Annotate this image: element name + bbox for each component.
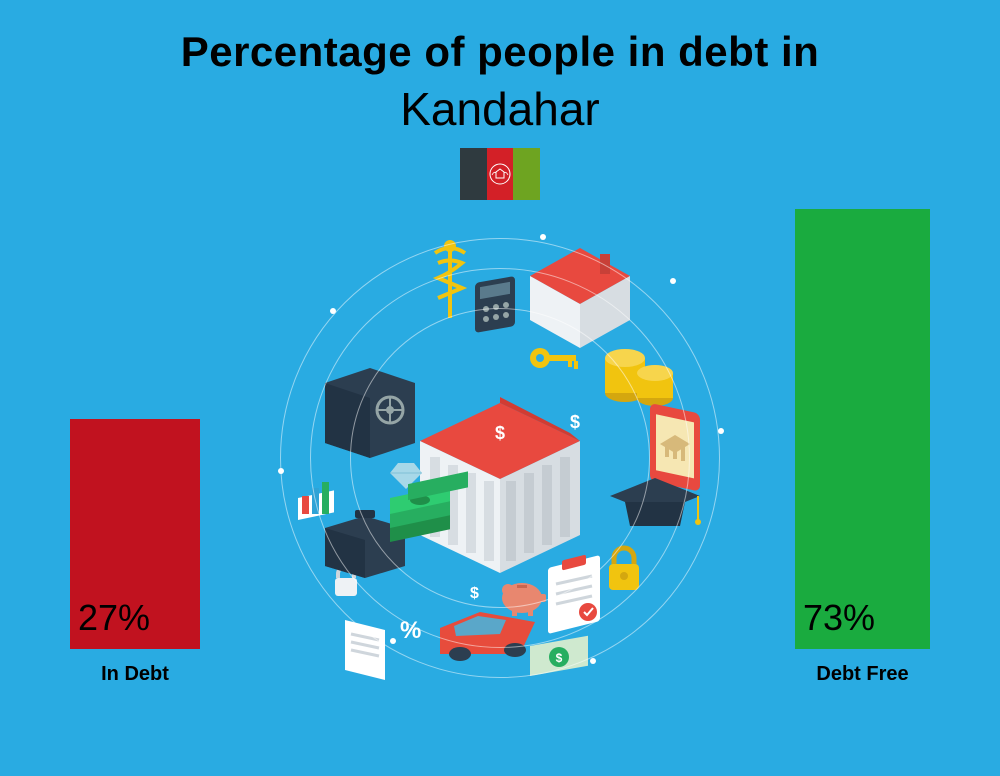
bar-debt-free-value: 73% xyxy=(803,597,875,639)
orbit-dot xyxy=(718,428,724,434)
orbit-dot xyxy=(670,278,676,284)
flag xyxy=(460,148,540,200)
bar-in-debt-label: In Debt xyxy=(70,663,200,686)
orbit-dot xyxy=(390,638,396,644)
flag-stripe-2 xyxy=(487,148,514,200)
orbit-dot xyxy=(278,468,284,474)
flag-stripe-1 xyxy=(460,148,487,200)
bar-in-debt-value: 27% xyxy=(78,597,150,639)
ring-inner xyxy=(350,308,650,608)
bar-debt-free: 73% Debt Free xyxy=(795,209,930,686)
flag-emblem-icon xyxy=(486,160,514,188)
center-illustration: $ xyxy=(270,228,730,688)
title-line-2: Kandahar xyxy=(0,82,1000,136)
orbit-dot xyxy=(590,658,596,664)
bar-debt-free-rect: 73% xyxy=(795,209,930,649)
bar-debt-free-label: Debt Free xyxy=(795,663,930,686)
orbit-dot xyxy=(330,308,336,314)
orbit-dot xyxy=(540,234,546,240)
flag-stripe-3 xyxy=(513,148,540,200)
bar-in-debt: 27% In Debt xyxy=(70,419,200,686)
title-line-1: Percentage of people in debt in xyxy=(0,28,1000,76)
bar-in-debt-rect: 27% xyxy=(70,419,200,649)
